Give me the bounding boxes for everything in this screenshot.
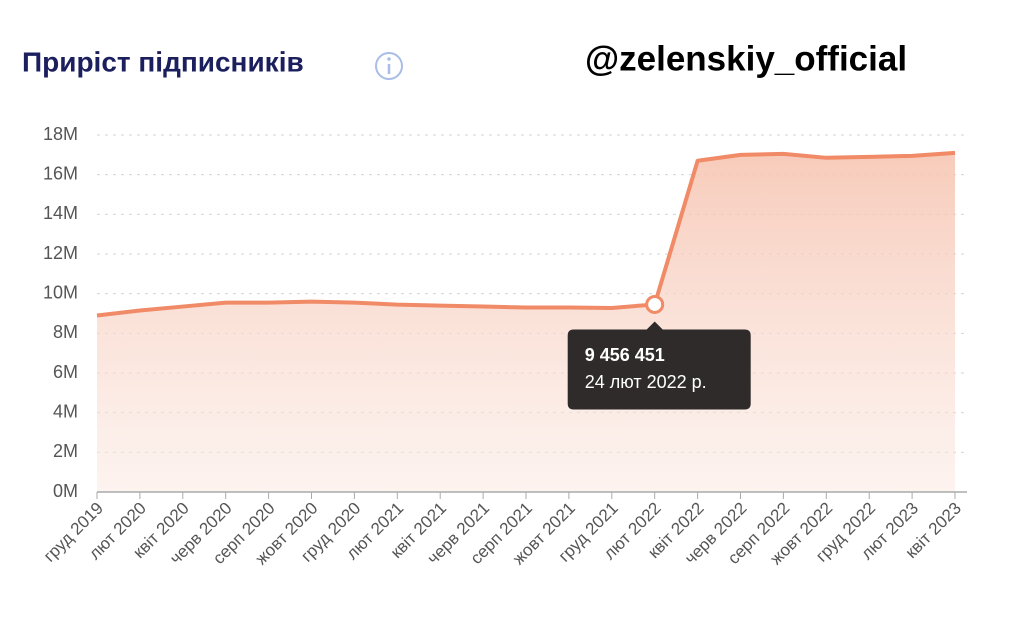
- y-tick-label: 8M: [53, 322, 78, 342]
- account-handle: @zelenskiy_official: [585, 39, 907, 78]
- y-tick-label: 2M: [53, 441, 78, 461]
- y-tick-label: 16M: [43, 163, 78, 183]
- tooltip: 9 456 451 24 лют 2022 р.: [567, 321, 751, 410]
- y-tick-label: 10M: [43, 282, 78, 302]
- tooltip-date: 24 лют 2022 р.: [585, 372, 707, 392]
- y-tick-label: 0M: [53, 481, 78, 501]
- y-tick-label: 6M: [53, 362, 78, 382]
- tooltip-value: 9 456 451: [585, 345, 665, 365]
- y-tick-label: 4M: [53, 401, 78, 421]
- highlight-point: [645, 294, 665, 314]
- line: [96, 150, 956, 318]
- info-icon[interactable]: [375, 52, 403, 80]
- chart-title: Приріст підписників: [22, 46, 304, 77]
- y-tick-label: 12M: [43, 243, 78, 263]
- tooltip-box: [567, 321, 751, 410]
- y-tick-label: 18M: [43, 124, 78, 144]
- y-tick-label: 14M: [43, 203, 78, 223]
- area: [97, 152, 955, 492]
